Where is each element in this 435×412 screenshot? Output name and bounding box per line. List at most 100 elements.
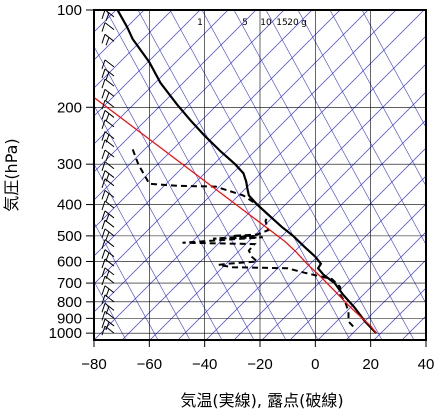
- wind-barb-feather: [101, 210, 106, 221]
- wind-barb-feather: [101, 200, 106, 211]
- dewpoint-line: [131, 149, 355, 329]
- wind-barb: [101, 149, 115, 162]
- wind-barb-layer: [101, 10, 115, 336]
- wind-barb-staff: [104, 285, 115, 294]
- x-axis-title: 気温(実線), 露点(破線): [180, 391, 343, 410]
- wind-barb-staff: [104, 68, 115, 77]
- wind-barb: [101, 285, 115, 297]
- wind-barb-feather: [105, 213, 110, 223]
- wind-barb-feather: [105, 92, 110, 101]
- wind-barb-feather: [101, 110, 106, 120]
- wind-barb: [101, 99, 115, 110]
- wind-barb-feather: [101, 139, 106, 149]
- wind-barb: [101, 178, 115, 188]
- wind-barb-feather: [101, 149, 106, 160]
- y-axis-title: 気圧(hPa): [2, 138, 21, 211]
- x-tick-label: −40: [192, 356, 217, 373]
- wind-barb-feather: [101, 100, 106, 110]
- wind-barb-staff: [104, 219, 115, 228]
- wind-barb: [101, 200, 115, 211]
- wind-barb-staff: [104, 119, 115, 128]
- wind-barb-feather: [101, 258, 106, 269]
- wind-barb-staff: [104, 59, 115, 68]
- wind-barb-feather: [101, 89, 106, 99]
- wind-barb-feather: [105, 252, 110, 261]
- wind-barb: [101, 310, 115, 321]
- wind-barb: [101, 110, 115, 122]
- wind-barb-feather: [105, 152, 110, 162]
- y-tick-label: 900: [57, 310, 82, 327]
- wind-barb-staff: [104, 318, 115, 327]
- parcel-extension-line: [94, 96, 275, 234]
- wind-barb-feather: [101, 318, 106, 329]
- y-tick-label: 1000: [49, 325, 82, 342]
- wind-barb-staff: [104, 210, 115, 219]
- wind-barb-staff: [104, 275, 115, 284]
- wind-barb-feather: [101, 59, 106, 70]
- wind-barb: [101, 88, 115, 101]
- y-tick-label: 500: [57, 228, 82, 245]
- wind-barb-feather: [101, 239, 106, 249]
- wind-barb-staff: [104, 310, 115, 319]
- wind-barb-feather: [101, 303, 106, 313]
- wind-barb: [101, 189, 115, 202]
- wind-barb-staff: [104, 302, 115, 311]
- dry-adiabat-line: [94, 280, 127, 340]
- wind-barb: [101, 302, 115, 315]
- y-tick-label: 700: [57, 275, 82, 292]
- wind-barb-feather: [101, 294, 106, 304]
- wind-barb-staff: [104, 258, 115, 267]
- isotherm-line: [261, 175, 426, 340]
- dry-adiabat-line: [233, 10, 415, 340]
- dry-adiabat-line: [137, 10, 319, 340]
- dry-adiabat-line: [265, 10, 426, 304]
- y-tick-label: 800: [57, 294, 82, 311]
- x-tick-label: 0: [311, 356, 319, 373]
- wind-barb: [101, 228, 115, 241]
- wind-barb-staff: [104, 131, 115, 139]
- wind-barb-feather: [101, 131, 106, 141]
- x-tick-label: −80: [81, 356, 106, 373]
- wind-barb: [101, 239, 115, 249]
- wind-barb-staff: [104, 110, 115, 118]
- dry-adiabat-line: [201, 10, 383, 340]
- dry-adiabat-line: [329, 10, 426, 187]
- wind-barb-staff: [104, 78, 115, 87]
- wind-barb-feather: [101, 285, 106, 295]
- mixing-ratio-label: 15: [276, 18, 287, 28]
- wind-barb-staff: [104, 239, 115, 248]
- mixing-ratio-label: 20: [287, 18, 299, 28]
- isotherm-line: [149, 63, 426, 340]
- wind-barb-staff: [104, 161, 115, 170]
- parcel-line: [273, 232, 377, 334]
- x-tick-label: 20: [362, 356, 379, 373]
- wind-barb-feather: [105, 37, 110, 46]
- wind-barb-feather: [101, 119, 106, 130]
- isotherm-line: [94, 10, 397, 313]
- label-layer: −80 −60 −40 −20 0 20 40 100 200 300 400 500 600 700 80…: [49, 2, 435, 373]
- isotherm-line: [94, 10, 173, 89]
- series-layer: [94, 10, 377, 334]
- wind-barb: [101, 275, 115, 286]
- wind-barb: [101, 267, 115, 280]
- wind-barb-feather: [101, 267, 106, 277]
- wind-barb-staff: [104, 22, 115, 31]
- dry-adiabat-line: [361, 10, 426, 128]
- x-tick-label: 40: [418, 356, 435, 373]
- isotherm-line: [94, 10, 229, 145]
- wind-barb: [101, 294, 115, 304]
- wind-barb-feather: [105, 321, 110, 331]
- mixing-ratio-label: g: [301, 18, 307, 28]
- wind-barb: [101, 10, 115, 22]
- isotherm-line: [94, 10, 285, 201]
- wind-barb-feather: [101, 34, 106, 44]
- isotherm-line: [289, 203, 426, 340]
- wind-barb: [101, 219, 115, 230]
- wind-barb: [101, 249, 115, 261]
- isotherm-line: [430, 10, 435, 340]
- isotherm-line: [94, 10, 257, 173]
- wind-barb: [101, 318, 115, 331]
- wind-barb-feather: [105, 71, 110, 81]
- wind-barb: [101, 325, 115, 336]
